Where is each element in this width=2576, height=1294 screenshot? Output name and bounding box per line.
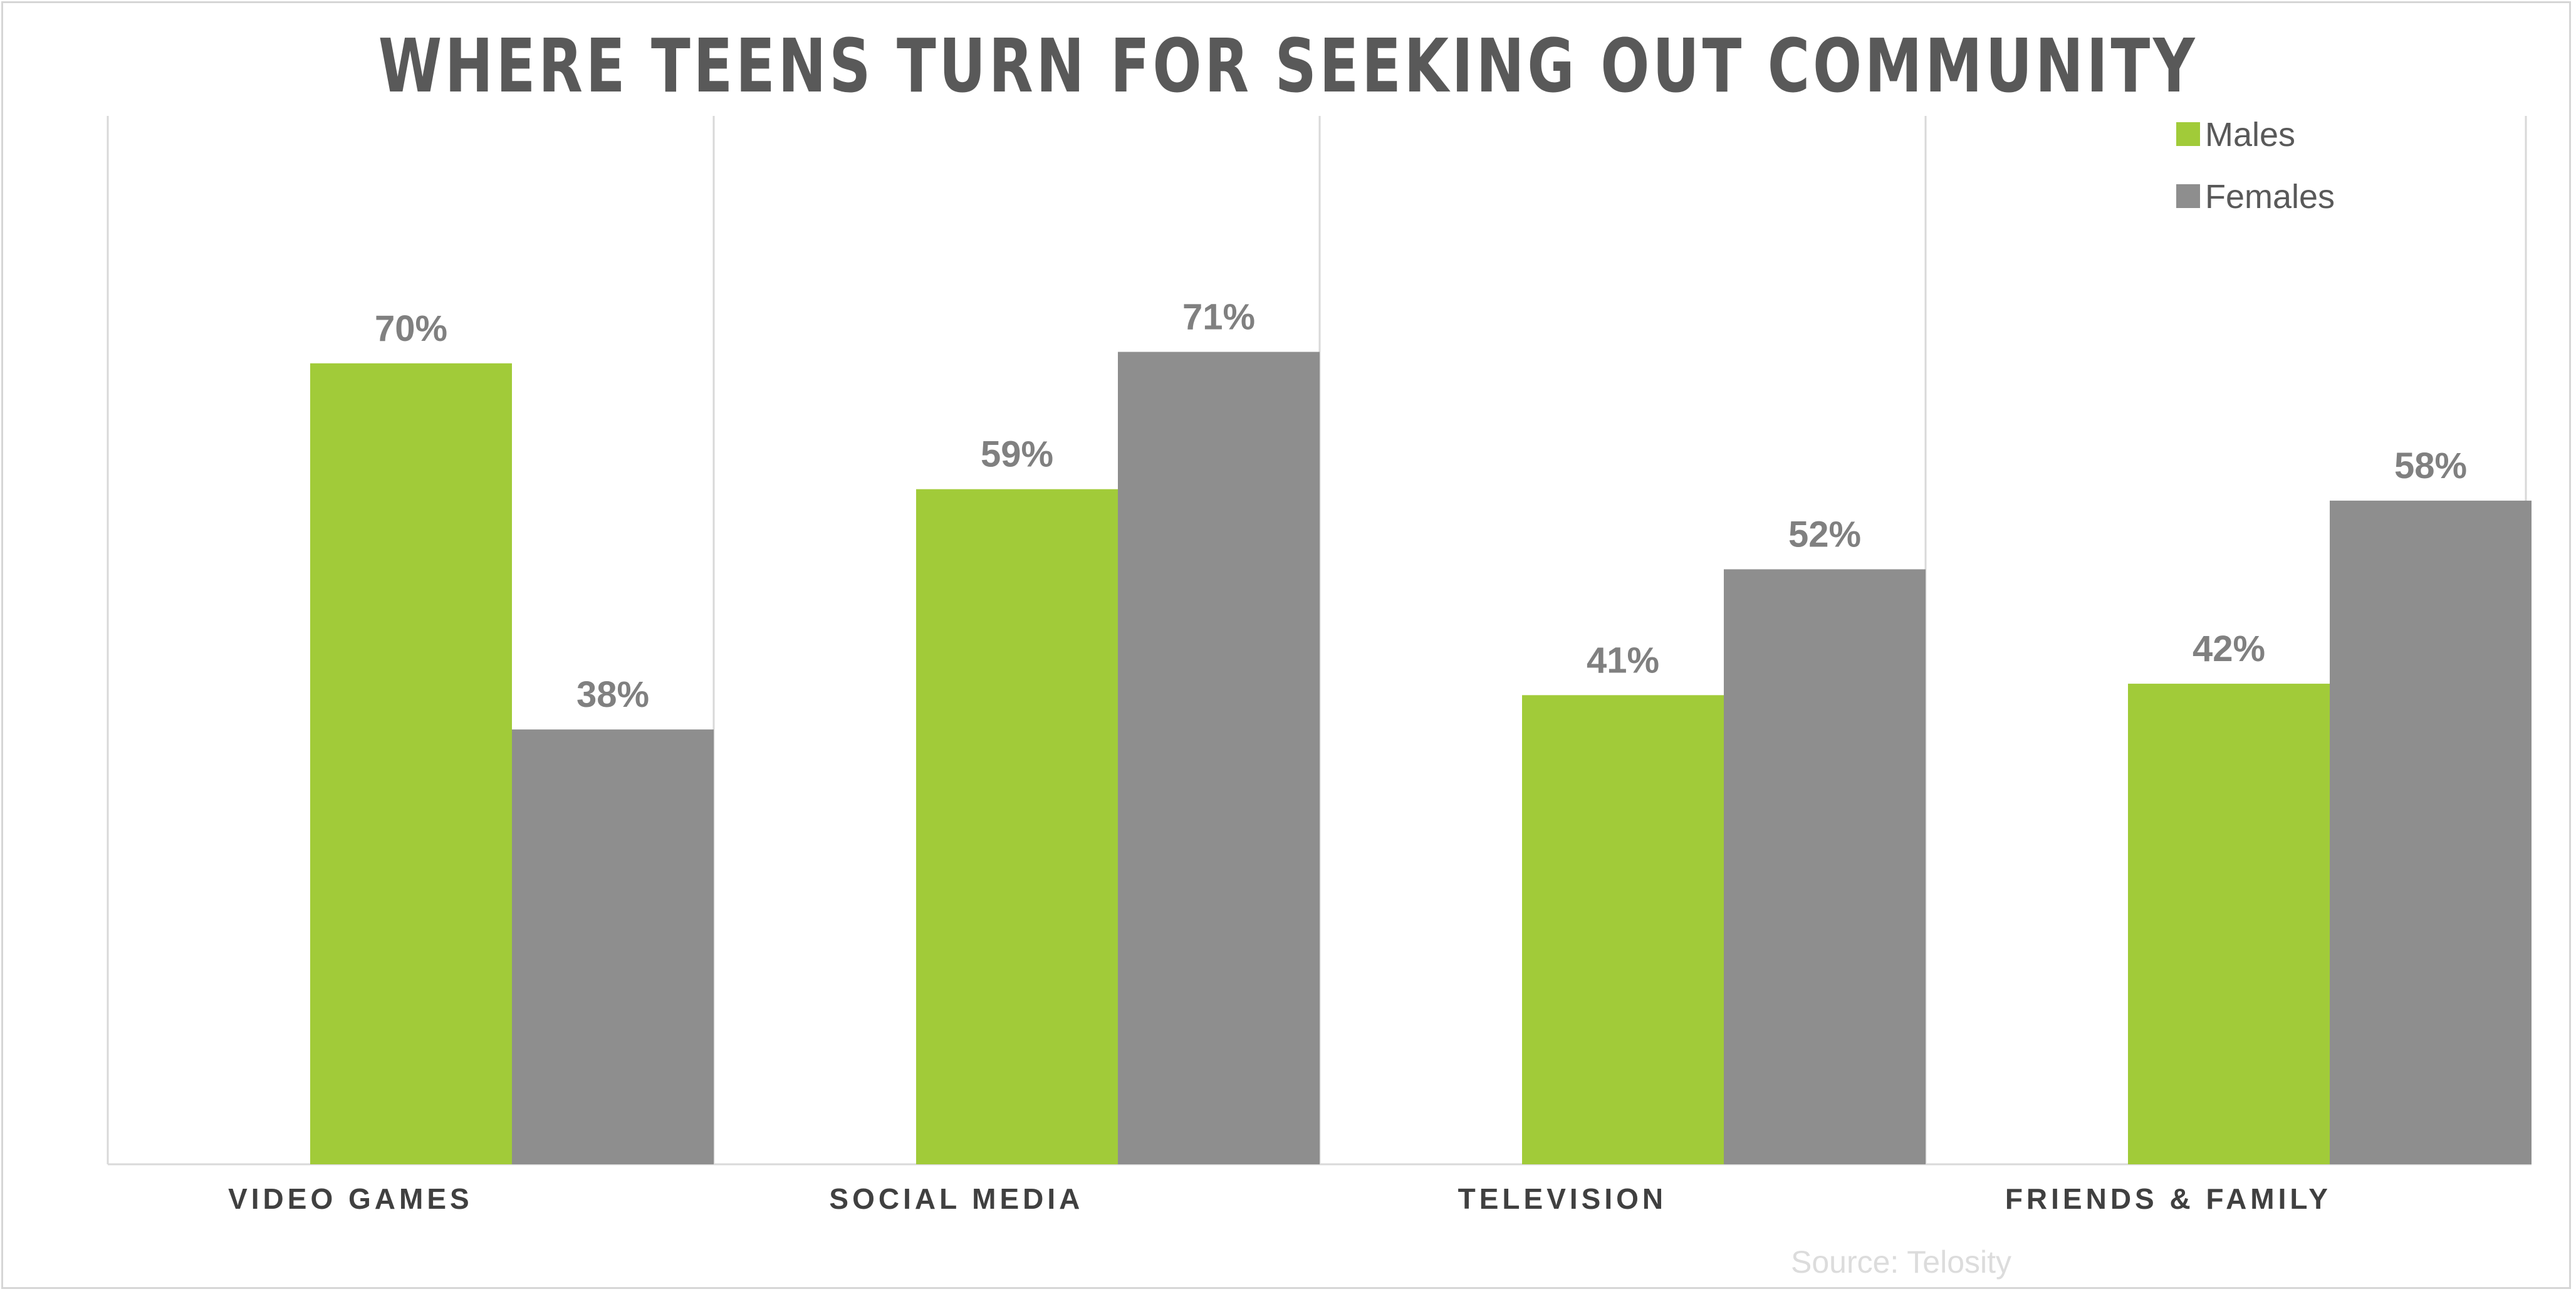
legend-swatch-males bbox=[2176, 122, 2200, 146]
legend-label: Females bbox=[2205, 178, 2335, 216]
data-label: 38% bbox=[576, 674, 649, 715]
value-labels: 70% 38% 59% 71% 41% 52% 42% 58% bbox=[375, 297, 2467, 716]
data-label: 70% bbox=[375, 308, 447, 349]
data-label: 41% bbox=[1587, 640, 1659, 681]
bar-females-3 bbox=[2330, 500, 2532, 1165]
category-label: FRIENDS & FAMILY bbox=[2005, 1182, 2332, 1215]
data-label: 42% bbox=[2193, 629, 2265, 669]
bar-males-0 bbox=[310, 363, 512, 1164]
category-label: TELEVISION bbox=[1458, 1182, 1667, 1215]
category-labels: VIDEO GAMES SOCIAL MEDIA TELEVISION FRIENDS… bbox=[228, 1182, 2332, 1215]
data-label: 71% bbox=[1182, 297, 1255, 338]
category-label: VIDEO GAMES bbox=[228, 1182, 473, 1215]
data-label: 58% bbox=[2394, 446, 2467, 486]
bar-males-2 bbox=[1522, 695, 1724, 1164]
data-label: 52% bbox=[1788, 514, 1861, 555]
bar-males-3 bbox=[2128, 684, 2330, 1164]
bars bbox=[310, 352, 2532, 1165]
bar-females-0 bbox=[512, 729, 714, 1164]
chart-title: WHERE TEENS TURN FOR SEEKING OUT COMMUNI… bbox=[378, 23, 2198, 109]
data-label: 59% bbox=[981, 434, 1053, 475]
source-note: Source: Telosity bbox=[1791, 1244, 2012, 1280]
legend-swatch-females bbox=[2176, 184, 2200, 208]
legend-label: Males bbox=[2205, 116, 2295, 154]
legend: Males Females bbox=[2176, 116, 2335, 216]
category-label: SOCIAL MEDIA bbox=[829, 1182, 1083, 1215]
bar-males-1 bbox=[916, 489, 1118, 1165]
bar-females-2 bbox=[1724, 569, 1926, 1164]
bar-females-1 bbox=[1118, 352, 1320, 1164]
